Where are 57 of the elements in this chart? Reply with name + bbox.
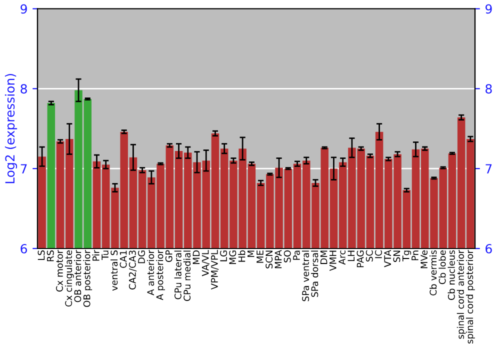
- x-tick-label: Cb nucleus: [448, 250, 455, 300]
- x-tick-label: GP: [165, 250, 172, 262]
- x-tick-label: SPa ventral: [302, 250, 310, 302]
- x-tick-label: A posterior: [156, 250, 165, 300]
- x-tick-label: ME: [256, 250, 264, 263]
- y-tick-label: 7: [20, 164, 27, 174]
- x-tick-label: IC: [375, 250, 382, 258]
- y-tick-label: 6: [20, 244, 27, 254]
- x-tick-label: spinal cord posterior: [466, 250, 475, 344]
- x-tick-label: LG: [220, 250, 228, 262]
- x-tick-label: CPu lateral: [174, 250, 182, 300]
- x-tick-label: Pir: [92, 250, 100, 261]
- x-tick-label: LH: [348, 250, 354, 261]
- x-tick-label: VMH: [330, 250, 336, 271]
- x-tick-label: LS: [38, 250, 45, 260]
- x-tick-label: MD: [192, 250, 200, 264]
- x-tick-label: SC: [366, 250, 373, 262]
- x-tick-label: VTA: [384, 250, 391, 268]
- x-tick-label: Cx cingulate: [64, 250, 74, 307]
- y2-tick-label: 7: [486, 164, 492, 174]
- y2-tick-label: 8: [486, 84, 492, 94]
- x-tick-label: DM: [320, 250, 328, 264]
- x-tick-label: Cx motor: [56, 250, 63, 292]
- x-tick-label: Tu: [102, 250, 109, 260]
- x-tick-label: DG: [138, 250, 145, 264]
- x-tick-label: OB posterior: [83, 250, 92, 307]
- x-tick-label: Arc: [338, 250, 346, 265]
- x-tick-label: MPA: [274, 250, 282, 268]
- x-tick-label: RS: [46, 250, 54, 262]
- x-tick-label: SCN: [266, 250, 273, 268]
- x-tick-label: MVe: [420, 250, 428, 268]
- x-tick-label: CPu medial: [183, 250, 191, 301]
- x-tick-label: Tg: [402, 250, 412, 262]
- x-tick-label: VPM/VPL: [211, 250, 219, 290]
- x-tick-label: spinal cord anterior: [456, 250, 466, 339]
- y-tick-label: 9: [20, 4, 27, 14]
- x-tick-label: Cb vermis: [430, 250, 437, 296]
- x-tick-label: Hb: [238, 250, 246, 262]
- y-tick-label: 8: [20, 84, 27, 94]
- y-axis-title: Log2 (expression): [4, 74, 18, 184]
- x-tick-label: SN: [393, 250, 400, 262]
- x-tick-label: M: [248, 250, 254, 257]
- x-tick-label: SPa dorsal: [311, 250, 318, 297]
- y2-tick-label: 9: [486, 4, 492, 14]
- x-tick-label: OB anterior: [74, 250, 82, 302]
- x-tick-label: ventral S: [110, 250, 118, 291]
- x-tick-label: Cb lobe: [438, 250, 446, 284]
- y2-tick-label: 6: [486, 244, 492, 254]
- x-tick-label: Pa: [293, 250, 300, 260]
- x-tick-label: CA2/CA3: [128, 250, 137, 290]
- x-tick-label: VA/VL: [202, 250, 210, 276]
- x-tick-label: Pn: [412, 250, 418, 260]
- x-tick-label: SO: [284, 250, 291, 262]
- x-tick-label: A anterior: [146, 250, 154, 296]
- x-tick-label: MG: [229, 250, 236, 264]
- x-tick-label: PAG: [356, 250, 364, 268]
- x-tick-label: CA1: [120, 250, 127, 268]
